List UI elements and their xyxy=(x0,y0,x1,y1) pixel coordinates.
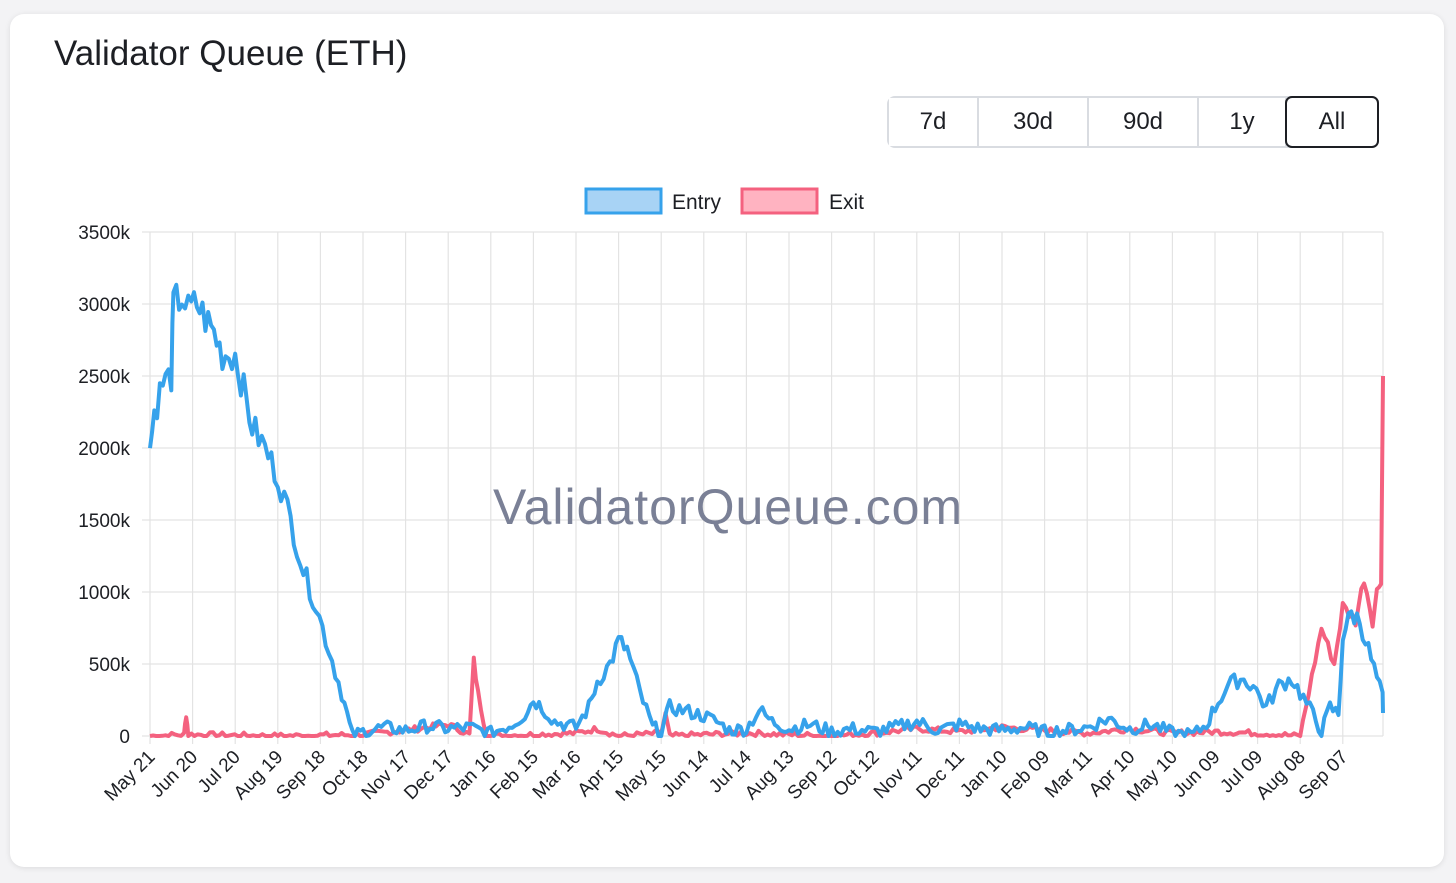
range-button-1y[interactable]: 1y xyxy=(1199,98,1287,146)
y-tick-label: 0 xyxy=(119,727,130,748)
legend: Entry Exit xyxy=(584,187,864,215)
x-tick-label: Dec 11 xyxy=(913,747,969,803)
y-axis-ticks: 0 500k 1000k 1500k 2000k 2500k 3000k 3500k xyxy=(78,223,130,748)
y-tick-label: 500k xyxy=(89,655,131,676)
range-button-7d[interactable]: 7d xyxy=(889,98,979,146)
x-tick-label: Feb 09 xyxy=(997,747,1054,804)
x-tick-label: Mar 11 xyxy=(1041,747,1097,803)
chart-title: Validator Queue (ETH) xyxy=(54,34,408,73)
y-tick-label: 1500k xyxy=(78,511,130,532)
y-tick-label: 3000k xyxy=(78,295,130,316)
x-tick-label: May 21 xyxy=(101,747,160,806)
x-tick-label: Mar 16 xyxy=(529,747,586,804)
y-tick-label: 2500k xyxy=(78,367,130,388)
chart-card xyxy=(10,14,1444,867)
exit-series-line xyxy=(149,375,1385,738)
range-button-all[interactable]: All xyxy=(1285,96,1379,148)
x-tick-label: Sep 12 xyxy=(784,747,841,804)
time-range-selector: 7d 30d 90d 1y All xyxy=(887,96,1379,148)
series-lines xyxy=(148,282,1385,738)
entry-series-line xyxy=(148,282,1385,738)
x-tick-label: Dec 17 xyxy=(400,747,457,804)
y-tick-label: 3500k xyxy=(78,223,130,244)
y-tick-label: 2000k xyxy=(78,439,130,460)
y-tick-label: 1000k xyxy=(78,583,130,604)
x-tick-label: Jun 14 xyxy=(658,746,713,801)
legend-entry-label[interactable]: Entry xyxy=(672,191,722,214)
x-tick-label: Sep 07 xyxy=(1295,747,1352,804)
legend-entry-swatch[interactable] xyxy=(584,187,663,215)
watermark-text: ValidatorQueue.com xyxy=(493,479,963,535)
range-button-90d[interactable]: 90d xyxy=(1089,98,1199,146)
legend-exit-swatch[interactable] xyxy=(740,187,819,215)
x-tick-label: Jun 20 xyxy=(147,747,202,802)
x-tick-label: Jun 09 xyxy=(1169,747,1224,802)
legend-exit-label[interactable]: Exit xyxy=(829,191,864,214)
range-button-30d[interactable]: 30d xyxy=(979,98,1089,146)
